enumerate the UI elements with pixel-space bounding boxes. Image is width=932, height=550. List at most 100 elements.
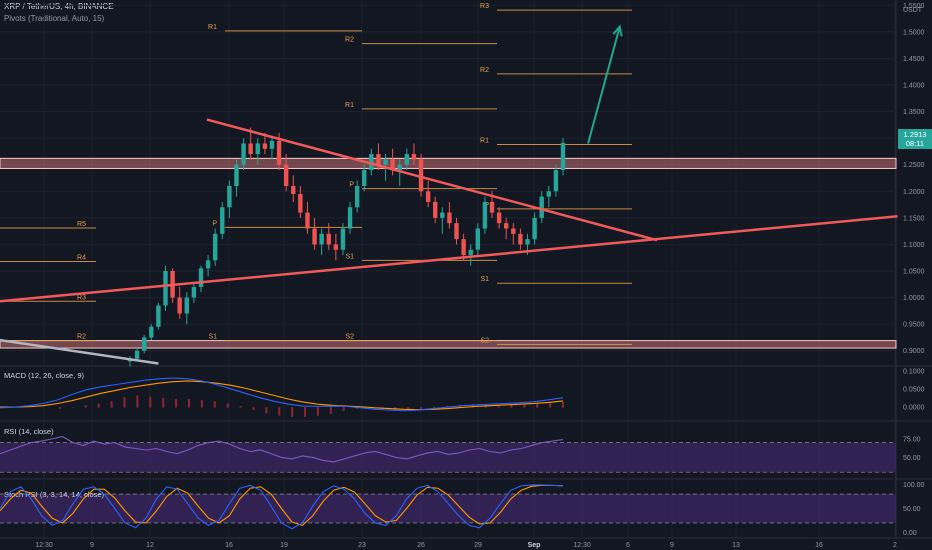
candle-body [475,228,481,250]
candle-body [276,140,282,165]
projection-arrow [587,26,621,144]
candle-body [333,244,339,250]
candle-body [262,143,268,149]
candle-body [553,170,559,192]
macd-axis-label: 0.0000 [903,405,925,412]
time-tick-label: 9 [90,542,94,549]
pivot-label: P [349,182,354,189]
price-tick-label: 1.1500 [903,215,925,222]
macd-histogram-bar [316,407,319,416]
rsi-label: RSI (14, close) [4,427,54,436]
time-tick-label: 12 [146,542,154,549]
macd-histogram-bar [510,404,513,408]
macd-histogram-bar [523,404,526,408]
stoch-k-line [0,484,564,530]
candle-body [220,207,225,234]
stoch-axis-label: 0.00 [903,530,917,537]
candle-body [546,191,552,197]
price-tick-label: 0.9000 [903,348,925,355]
candle-body [468,249,473,256]
price-tick-label: 1.4000 [903,83,925,90]
candle-body [411,154,417,160]
candle-body [461,239,466,256]
macd-histogram-bar [175,398,178,408]
time-tick-label: 12:30 [35,542,53,549]
macd-histogram-bar [239,405,242,408]
candle-body [283,164,289,186]
candle-body [539,196,544,218]
time-tick-label: 29 [474,542,482,549]
macd-histogram-bar [407,407,410,410]
candle-body [347,207,353,229]
last-price-tag: 1.2913 08:11 [898,129,932,149]
price-tick-label: 1.5000 [903,29,925,36]
macd-histogram-bar [291,407,294,417]
pivot-label: R1 [208,24,217,31]
rsi-axis-label: 75.00 [903,436,921,443]
price-tick-label: 1.2500 [903,162,925,169]
macd-histogram-bar [420,407,423,410]
price-tick-label: 1.5500 [903,3,925,10]
time-tick-label: 9 [670,542,674,549]
candle-body [149,326,154,338]
time-tick-label: 16 [225,542,233,549]
rsi-line [0,436,564,463]
candle-body [198,268,204,287]
pivot-label: R3 [480,3,489,10]
candle-body [362,170,367,186]
pivot-label: R1 [345,102,354,109]
resistance-zone [0,157,897,169]
candle-body [404,154,410,165]
candle-body [496,212,502,224]
candle-body [504,223,509,229]
macd-histogram-bar [162,397,165,408]
macd-label: MACD (12, 26, close, 9) [4,371,85,380]
macd-axis-label: 0.1000 [903,368,925,375]
pivot-label: R1 [480,138,489,145]
candle-body [234,164,239,186]
macd-histogram-bar [71,407,74,408]
candle-body [369,154,374,171]
macd-histogram-bar [562,401,564,408]
macd-histogram-bar [84,405,87,408]
macd-histogram-bar [471,404,474,408]
time-tick-label: Sep [528,542,541,549]
candle-body [141,337,147,351]
candle-body [326,233,331,245]
time-tick-label: 6 [626,542,630,549]
price-tick-label: 1.2000 [903,189,925,196]
pivot-label: R2 [480,67,489,74]
candle-body [340,228,346,250]
macd-signal-line [0,380,564,411]
resistance-zone [0,340,897,349]
time-tick-label: 16 [815,542,823,549]
pivots-indicator-label: Pivots (Traditional, Auto, 15) [4,14,105,23]
macd-histogram-bar [213,401,216,408]
candle-body [319,233,324,245]
pivot-label: S1 [480,276,489,283]
time-tick-label: 23 [358,542,366,549]
candle-body [255,143,260,155]
candle-body [248,143,253,155]
macd-histogram-bar [149,396,152,408]
pivot-label: S1 [208,334,217,341]
stoch-band [0,494,896,523]
stoch-rsi-label: Stoch RSI (3, 3, 14, 14, close) [4,490,105,499]
candle-body [177,297,182,314]
macd-histogram-bar [187,398,190,408]
stoch-axis-label: 100.00 [903,482,925,489]
candle-body [269,140,275,149]
candle-body [354,185,360,208]
time-tick-label: 26 [417,542,425,549]
candle-body [397,164,402,171]
candle-body [433,201,438,218]
macd-histogram-bar [278,407,281,416]
bar-countdown: 08:11 [905,139,925,148]
rsi-band [0,442,896,473]
candle-body [227,185,232,208]
macd-histogram-bar [226,403,229,408]
price-tick-label: 0.9500 [903,322,925,329]
time-tick-label: 19 [280,542,288,549]
price-tick-label: 1.4500 [903,56,925,63]
